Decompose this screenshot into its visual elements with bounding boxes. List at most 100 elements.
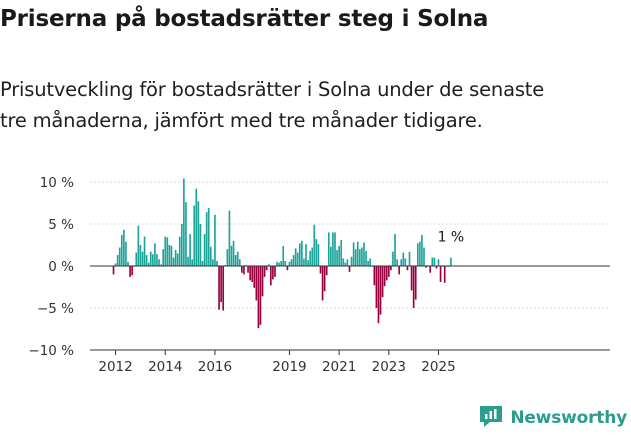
bar [261, 266, 264, 297]
bar [383, 266, 386, 287]
bar [197, 201, 200, 266]
bar [390, 266, 392, 271]
bar [311, 247, 314, 266]
x-tick-label: 2012 [98, 359, 132, 375]
bar [282, 245, 285, 266]
bar [168, 245, 171, 266]
bar [450, 257, 452, 266]
subtitle-line-1: Prisutveckling för bostadsrätter i Solna… [0, 78, 545, 101]
bar [120, 234, 123, 266]
bar [359, 249, 361, 266]
bar [416, 243, 419, 266]
subtitle-line-2: tre månaderna, jämfört med tre månader t… [0, 109, 483, 132]
bar [375, 266, 378, 308]
bar [112, 266, 115, 275]
bar [205, 212, 208, 266]
bar [162, 249, 165, 266]
price-change-bar-chart: 10 % 5 % 0 % −5 % −10 % 2012 2014 2016 2019 2021… [28, 175, 610, 375]
y-axis: 10 % 5 % 0 % −5 % −10 % [28, 175, 74, 359]
bar [325, 266, 328, 276]
bar [394, 234, 396, 266]
bar [336, 250, 338, 266]
bar [365, 250, 367, 266]
bar [433, 257, 436, 266]
y-tick-label: 0 % [48, 259, 74, 275]
bar [243, 266, 245, 275]
y-tick-label: −10 % [28, 343, 74, 359]
bar [414, 266, 417, 300]
bar [135, 252, 138, 266]
bar [172, 257, 175, 266]
bar [189, 234, 191, 266]
bar [176, 253, 179, 266]
bar [315, 239, 318, 266]
newsworthy-logo-text: Newsworthy [510, 408, 627, 428]
x-tick-label: 2016 [198, 359, 232, 375]
bar [234, 255, 237, 266]
x-tick-label: 2021 [322, 359, 356, 375]
chart-subtitle: Prisutveckling för bostadsrätter i Solna… [0, 74, 631, 136]
bar [435, 266, 438, 269]
bar [313, 224, 316, 266]
bar [321, 266, 324, 301]
bar [147, 262, 150, 266]
x-tick-label: 2025 [421, 359, 455, 375]
bar [377, 266, 380, 324]
bar [253, 266, 256, 288]
bar [361, 247, 363, 266]
bar [346, 259, 349, 266]
bar [247, 266, 249, 273]
bar [323, 266, 326, 292]
y-tick-label: −5 % [37, 301, 74, 317]
bar [116, 255, 119, 266]
bar [141, 251, 144, 266]
bar [392, 251, 394, 266]
bar [201, 260, 204, 266]
bar [255, 266, 258, 301]
bar [178, 236, 181, 266]
y-tick-label: 5 % [48, 217, 74, 233]
bar [238, 259, 241, 266]
bar [352, 242, 355, 266]
bar [348, 266, 351, 272]
bar [203, 234, 206, 266]
bar [191, 259, 193, 266]
bar [118, 247, 121, 266]
bar [174, 250, 177, 266]
bar [410, 266, 413, 291]
bar [412, 266, 415, 308]
bar [214, 214, 216, 266]
bar [385, 266, 388, 281]
bar [439, 266, 442, 282]
bar [195, 188, 198, 266]
bar [340, 239, 343, 266]
bar [404, 258, 407, 266]
bar [236, 251, 239, 266]
bar [145, 255, 148, 266]
bar [288, 261, 291, 266]
bar [199, 224, 202, 266]
bar [251, 266, 254, 282]
bar [381, 266, 384, 298]
bar [164, 236, 167, 266]
bar [276, 261, 278, 266]
y-tick-label: 10 % [40, 175, 74, 191]
bar [212, 259, 214, 266]
bar [180, 224, 183, 266]
bar [294, 248, 297, 266]
bar [344, 262, 347, 266]
bar [129, 266, 131, 277]
bar [193, 205, 196, 266]
bar [241, 266, 243, 273]
bar [350, 256, 353, 266]
bar [127, 261, 129, 266]
bar [292, 255, 295, 266]
bar [425, 266, 427, 268]
bar [267, 264, 270, 266]
x-tick-label: 2023 [372, 359, 406, 375]
newsworthy-logo: Newsworthy [478, 403, 627, 433]
bar [327, 232, 330, 266]
bar [284, 260, 287, 266]
bar [166, 237, 169, 266]
bar [408, 251, 411, 266]
